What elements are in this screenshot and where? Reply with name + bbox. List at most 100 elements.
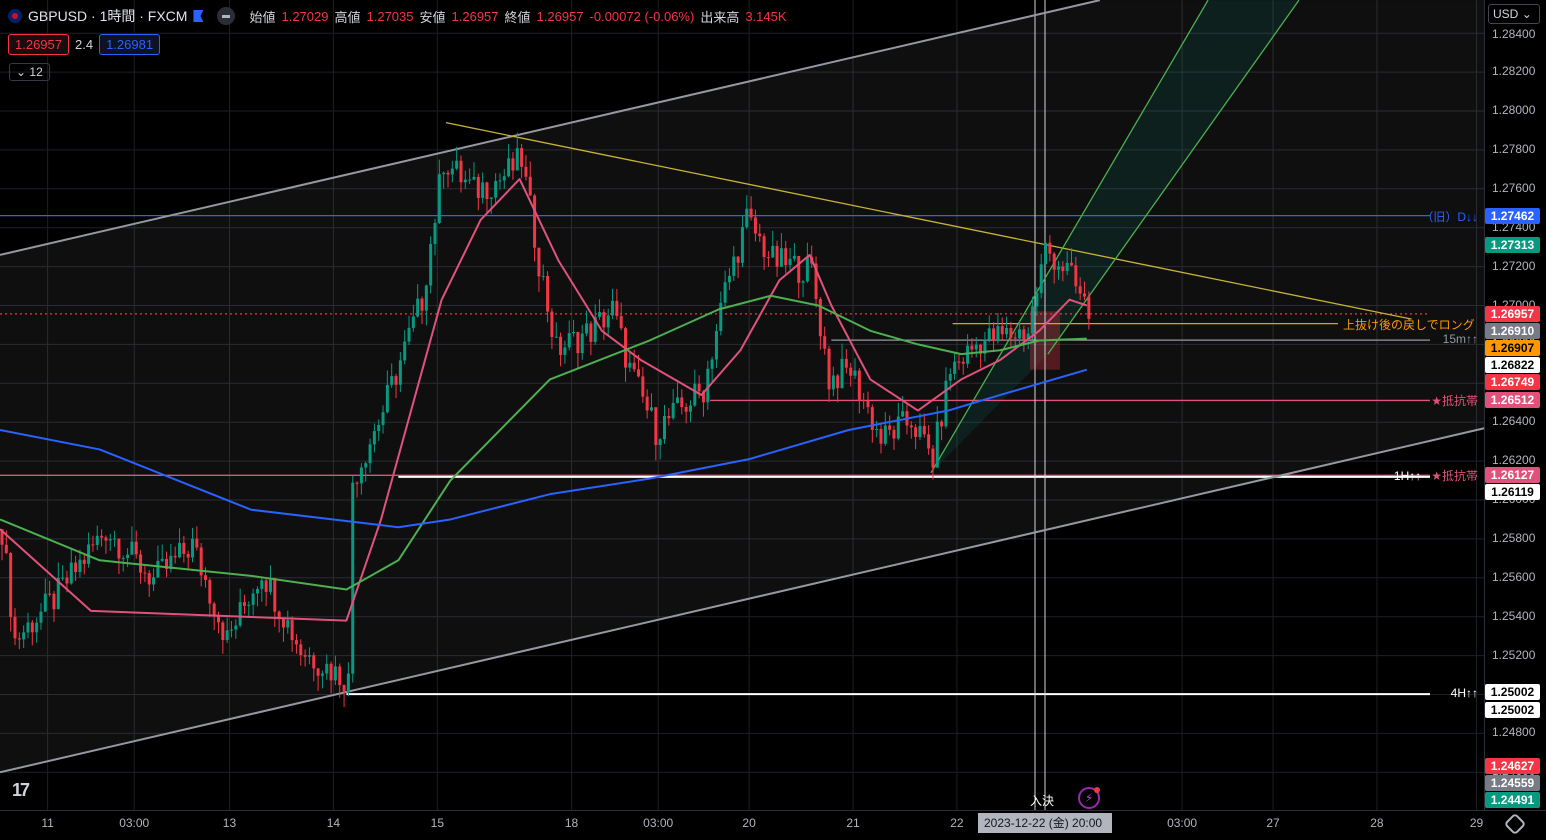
price-tick: 1.25800	[1492, 530, 1536, 545]
price-tag: 1.26119	[1485, 484, 1540, 500]
candle-body	[589, 323, 593, 342]
candle-body	[758, 233, 762, 237]
price-tick: 1.25400	[1492, 608, 1536, 623]
chevron-down-icon: ⌄	[16, 65, 30, 79]
candle-body	[316, 668, 320, 676]
candle-body	[433, 222, 437, 244]
lower-channel-trendline	[0, 427, 1484, 774]
candle-body	[78, 559, 82, 573]
candle-body	[455, 160, 459, 169]
line-label: 上抜け後の戻しでロング	[1342, 317, 1475, 332]
candle-body	[554, 336, 558, 338]
candle-body	[1031, 306, 1035, 334]
candle-body	[277, 611, 281, 619]
candle-body	[953, 361, 957, 374]
candle-body	[662, 416, 666, 440]
candle-body	[697, 383, 701, 392]
candle-body	[1018, 329, 1022, 339]
candle-body	[818, 299, 822, 337]
candle-body	[740, 227, 744, 263]
candle-body	[320, 673, 324, 676]
candle-body	[429, 243, 433, 286]
candle-body	[611, 300, 615, 316]
price-tag: 1.26127	[1485, 467, 1540, 483]
price-tag: 1.25002	[1485, 684, 1540, 700]
line-label: 1H↑↑	[1393, 468, 1422, 483]
candle-body	[931, 448, 935, 468]
candle-body	[875, 429, 879, 431]
price-tick: 1.27200	[1492, 258, 1536, 273]
candle-body	[550, 311, 554, 337]
line-label: ★抵抗帯	[1431, 469, 1478, 484]
candle-body	[935, 421, 939, 468]
candle-body	[498, 180, 502, 182]
candle-body	[637, 369, 641, 377]
candle-body	[1083, 293, 1086, 297]
lightning-icon[interactable]: ⚡	[1078, 787, 1100, 809]
hide-legend-button[interactable]	[217, 7, 236, 25]
candle-body	[100, 535, 104, 538]
price-tick: 1.27800	[1492, 141, 1536, 156]
indicators-toggle[interactable]: ⌄ 12	[9, 63, 50, 81]
candle-body	[420, 298, 424, 311]
sell-button[interactable]: 1.26957	[8, 34, 69, 55]
candle-body	[95, 535, 99, 545]
candle-body	[658, 439, 662, 446]
time-tick: 29	[1469, 816, 1484, 830]
candle-body	[485, 182, 489, 200]
candle-body	[966, 345, 970, 364]
candle-body	[1048, 242, 1052, 254]
candle-body	[113, 538, 117, 540]
candle-body	[688, 405, 692, 412]
high-value: 1.27035	[366, 8, 414, 24]
candle-body	[173, 555, 177, 558]
time-tick: 11	[41, 816, 54, 830]
quote-panel: 1.26957 2.4 1.26981	[8, 34, 161, 55]
candle-body	[853, 370, 857, 376]
candle-body	[281, 618, 285, 628]
candle-body	[909, 425, 913, 428]
candle-body	[736, 256, 740, 263]
candle-body	[255, 588, 259, 594]
symbol-title[interactable]: GBPUSD · 1時間 · FXCM	[28, 8, 188, 24]
candle-body	[303, 655, 307, 657]
price-chart[interactable]	[0, 0, 1484, 810]
candle-body	[632, 362, 636, 370]
candle-body	[667, 416, 671, 419]
bookmark-flag-icon[interactable]	[193, 10, 204, 22]
candle-body	[463, 179, 467, 183]
candle-body	[576, 331, 580, 354]
candle-body	[1039, 264, 1043, 294]
candle-body	[827, 348, 831, 390]
candle-body	[801, 281, 805, 283]
candle-body	[481, 182, 485, 198]
candle-body	[69, 562, 73, 584]
price-tick: 1.28400	[1492, 27, 1536, 41]
candle-body	[48, 593, 52, 595]
candle-body	[654, 407, 658, 446]
price-tag: 1.26822	[1485, 357, 1540, 373]
time-tick: 20	[742, 816, 756, 830]
buy-button[interactable]: 1.26981	[99, 34, 161, 55]
event-marker[interactable]: 入決	[1030, 794, 1055, 808]
candle-body	[221, 622, 225, 641]
candle-body	[996, 326, 1000, 342]
candle-body	[442, 172, 446, 175]
candle-body	[927, 434, 931, 449]
candle-body	[1044, 242, 1048, 265]
candle-body	[212, 603, 216, 617]
candle-body	[1009, 327, 1013, 338]
candle-body	[779, 248, 783, 267]
candle-body	[26, 622, 30, 633]
candle-body	[165, 558, 169, 569]
candle-body	[459, 160, 463, 183]
low-value: 1.26957	[451, 8, 499, 24]
ma-slow-line	[0, 368, 1088, 529]
candle-body	[9, 553, 13, 617]
tradingview-logo[interactable]: 17	[12, 780, 30, 800]
candle-body	[1061, 266, 1065, 272]
candle-body	[1026, 333, 1030, 340]
currency-select[interactable]: USD ⌄	[1488, 4, 1540, 24]
candle-body	[745, 208, 749, 228]
candle-body	[299, 644, 303, 656]
